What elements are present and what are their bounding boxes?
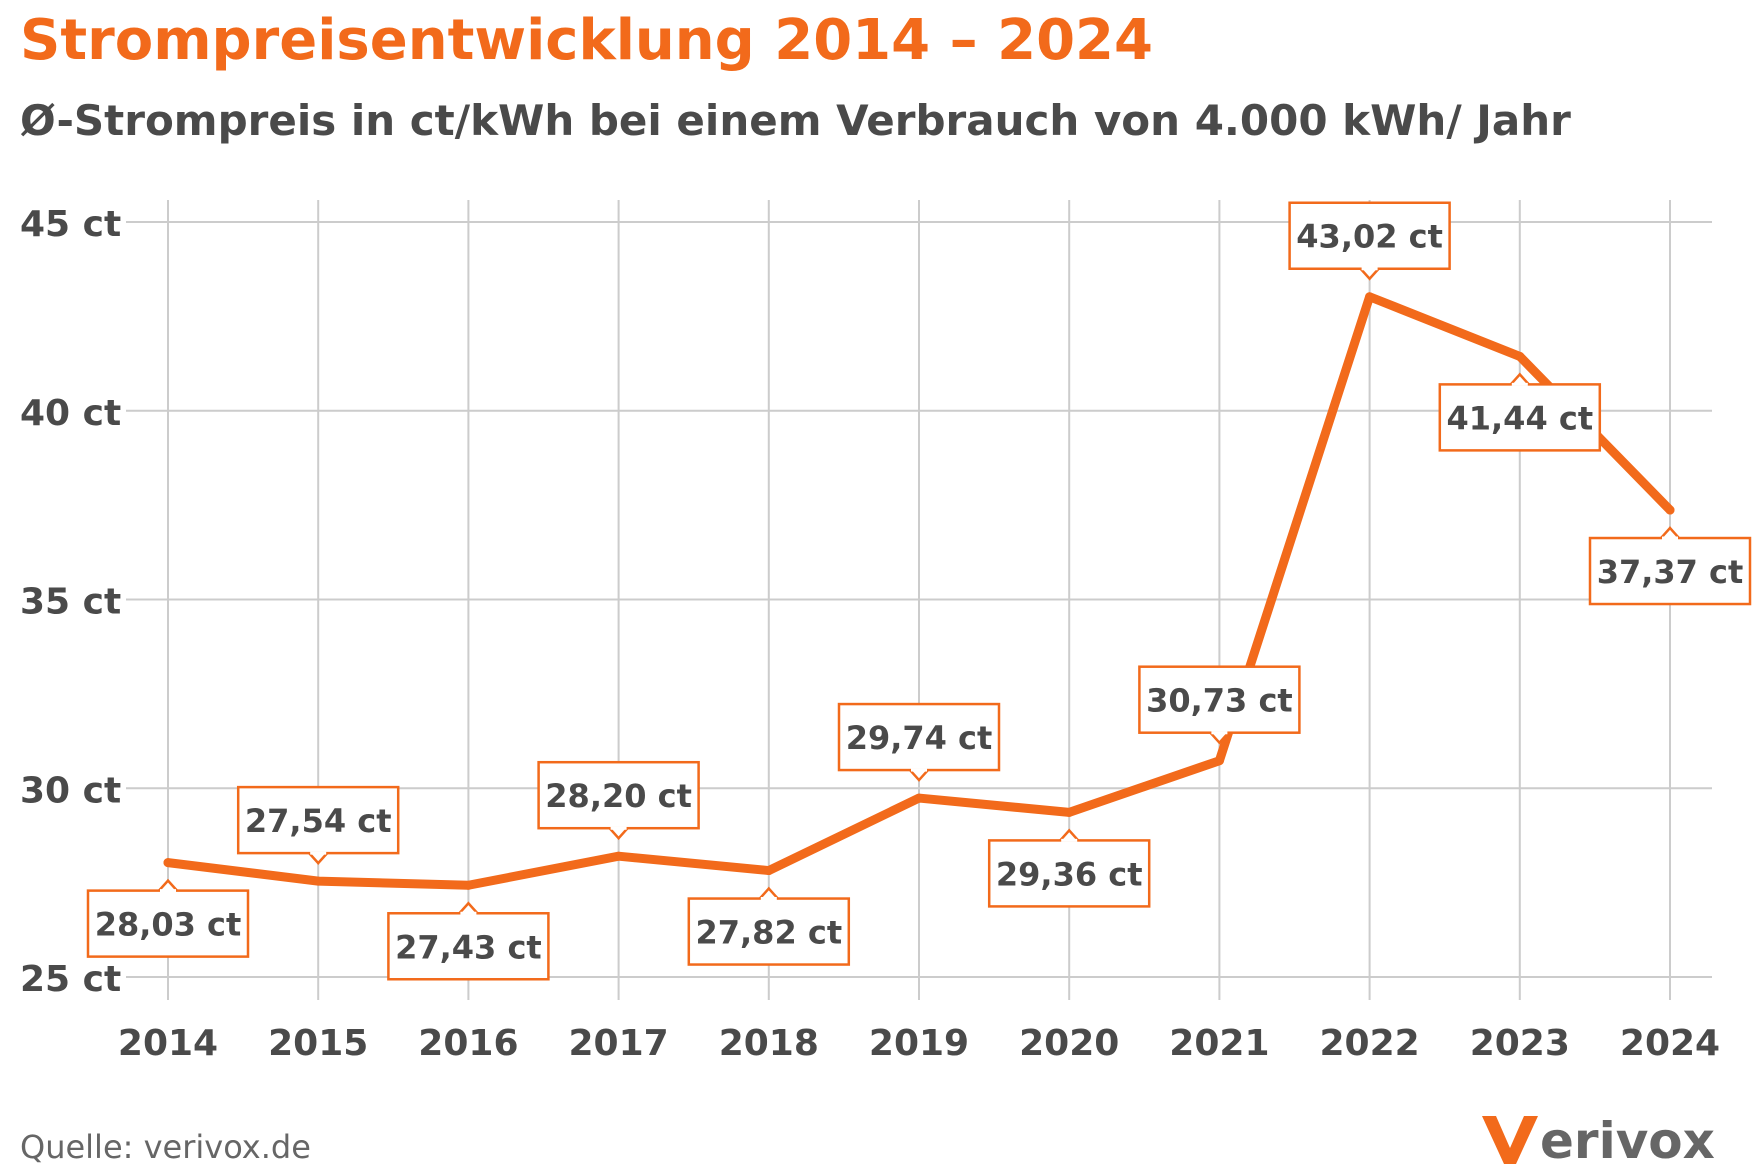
data-label-box <box>1438 383 1602 452</box>
logo-v-mark <box>1482 1116 1538 1164</box>
data-label-box <box>537 760 700 830</box>
data-label-text: 27,43 ct <box>395 928 542 966</box>
x-tick-label: 2015 <box>268 1023 368 1064</box>
data-label-text: 43,02 ct <box>1296 218 1443 256</box>
data-point <box>914 793 924 803</box>
data-label-pointer <box>308 852 329 865</box>
data-label: 27,43 ct <box>387 901 550 981</box>
data-point <box>1064 807 1074 817</box>
x-tick-label: 2024 <box>1620 1023 1720 1064</box>
data-label-box <box>387 912 550 981</box>
x-tick-label: 2019 <box>869 1023 969 1064</box>
data-label: 27,82 ct <box>687 886 851 966</box>
data-label-pointer <box>1660 526 1680 539</box>
series-line-layer <box>163 292 1675 890</box>
data-label-box <box>1138 665 1301 734</box>
data-label-pointer <box>1359 267 1380 281</box>
data-label-text: 28,20 ct <box>545 777 692 815</box>
data-label: 28,20 ct <box>537 760 700 841</box>
data-point <box>1665 505 1675 515</box>
data-point <box>163 858 173 868</box>
data-label-pointer <box>158 878 178 892</box>
x-tick-label: 2017 <box>568 1023 668 1064</box>
data-label-text: 37,37 ct <box>1597 553 1744 591</box>
data-label: 27,54 ct <box>236 785 400 865</box>
data-label-box <box>687 897 851 966</box>
y-tick-label: 45 ct <box>20 204 121 245</box>
data-label-text: 41,44 ct <box>1446 399 1593 437</box>
data-label-box <box>1288 201 1451 270</box>
data-label: 41,44 ct <box>1438 372 1602 452</box>
data-label-pointer <box>1059 828 1080 842</box>
data-point <box>1365 292 1375 302</box>
source-note: Quelle: verivox.de <box>20 1128 311 1166</box>
data-label-text: 30,73 ct <box>1146 682 1293 720</box>
data-label-box <box>837 702 1001 772</box>
data-label-text: 28,03 ct <box>95 906 242 944</box>
y-tick-label: 25 ct <box>20 959 121 1000</box>
data-label-text: 29,74 ct <box>846 719 993 757</box>
x-tick-label: 2021 <box>1169 1023 1269 1064</box>
x-tick-label: 2016 <box>418 1023 518 1064</box>
data-label: 29,36 ct <box>987 828 1151 908</box>
data-label-text: 27,54 ct <box>245 802 392 840</box>
x-tick-label: 2014 <box>118 1023 218 1064</box>
data-point <box>1515 351 1525 361</box>
x-tick-label: 2023 <box>1470 1023 1570 1064</box>
data-label-pointer <box>1209 731 1230 745</box>
data-label: 29,74 ct <box>837 702 1001 782</box>
data-label-pointer <box>608 827 629 841</box>
grid <box>126 200 1712 1000</box>
chart-subtitle: Ø-Strompreis in ct/kWh bei einem Verbrau… <box>20 96 1571 145</box>
logo-text: erivox <box>1540 1112 1715 1168</box>
y-tick-label: 35 ct <box>20 582 121 623</box>
data-label-pointer <box>1509 372 1530 386</box>
data-point <box>764 866 774 876</box>
data-label: 28,03 ct <box>86 878 250 958</box>
x-tick-label: 2018 <box>719 1023 819 1064</box>
data-label-box <box>987 839 1151 908</box>
data-label-pointer <box>758 886 779 900</box>
x-tick-label: 2022 <box>1319 1023 1419 1064</box>
verivox-logo: erivox <box>1482 1112 1715 1168</box>
x-axis-ticks: 2014 2015 2016 2017 2018 2019 2020 2021 2022 2023… <box>118 1023 1720 1064</box>
data-point <box>463 880 473 890</box>
data-label: 37,37 ct <box>1588 526 1752 606</box>
data-label-pointer <box>458 901 479 915</box>
chart-title: Strompreisentwicklung 2014 – 2024 <box>20 8 1153 73</box>
data-point <box>1214 756 1224 766</box>
data-labels: 28,03 ct 27,54 ct 27,43 ct 28,20 ct 27,82 ct… <box>86 201 1752 981</box>
data-label-box <box>236 785 400 855</box>
y-tick-label: 40 ct <box>20 393 121 434</box>
data-label-text: 29,36 ct <box>996 855 1143 893</box>
data-label-text: 27,82 ct <box>695 914 842 952</box>
data-label: 30,73 ct <box>1138 665 1301 745</box>
data-label: 43,02 ct <box>1288 201 1451 281</box>
data-point <box>614 851 624 861</box>
y-tick-label: 30 ct <box>20 770 121 811</box>
data-point <box>313 876 323 886</box>
x-tick-label: 2020 <box>1019 1023 1119 1064</box>
y-axis-ticks: 25 ct 30 ct 35 ct 40 ct 45 ct <box>20 204 121 1000</box>
data-label-pointer <box>909 769 929 782</box>
